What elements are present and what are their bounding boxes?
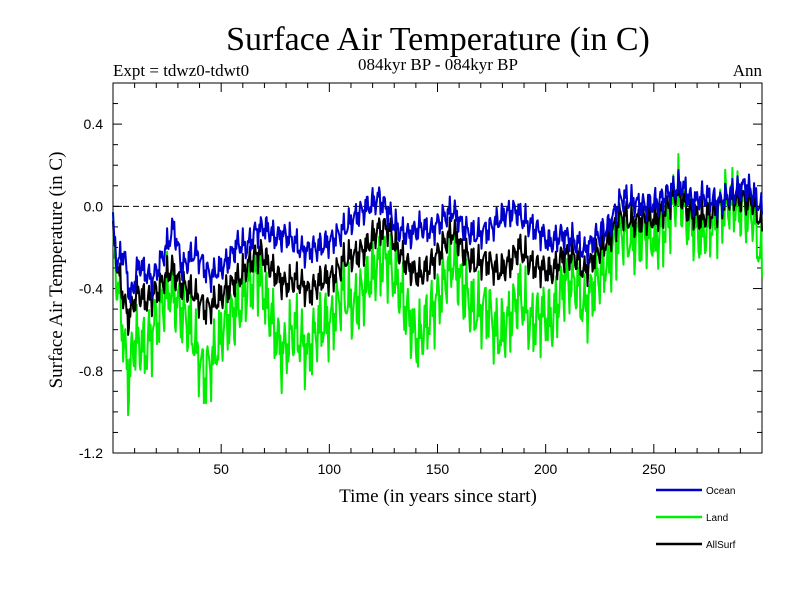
series-line-allsurf [112,171,763,336]
x-tick-label: 150 [426,461,450,477]
legend: Ocean Land AllSurf [656,486,736,551]
y-axis-label: Surface Air Temperature (in C) [46,152,67,389]
y-tick-label: -0.4 [79,281,103,297]
experiment-label: Expt = tdwz0-tdwt0 [113,61,249,80]
x-axis-label: Time (in years since start) [339,486,537,507]
y-tick-label: 0.0 [84,198,104,214]
period-label: 084kyr BP - 084kyr BP [358,55,518,74]
series-line-land [112,153,763,417]
series-line-ocean [112,169,763,304]
x-tick-label: 100 [318,461,342,477]
plot-area: -1.2 -0.8 -0.4 0.0 0.4 50 100 150 200 250 [79,82,763,477]
x-tick-label: 250 [642,461,666,477]
legend-label-ocean: Ocean [706,486,735,497]
y-tick-label: -0.8 [79,363,103,379]
x-tick-label: 200 [534,461,558,477]
x-tick-label: 50 [213,461,229,477]
chart-title: Surface Air Temperature (in C) [226,21,650,58]
season-label: Ann [733,61,763,80]
legend-label-land: Land [706,513,728,524]
y-tick-label: -1.2 [79,445,103,461]
y-tick-label: 0.4 [84,116,104,132]
legend-label-allsurf: AllSurf [706,540,736,551]
